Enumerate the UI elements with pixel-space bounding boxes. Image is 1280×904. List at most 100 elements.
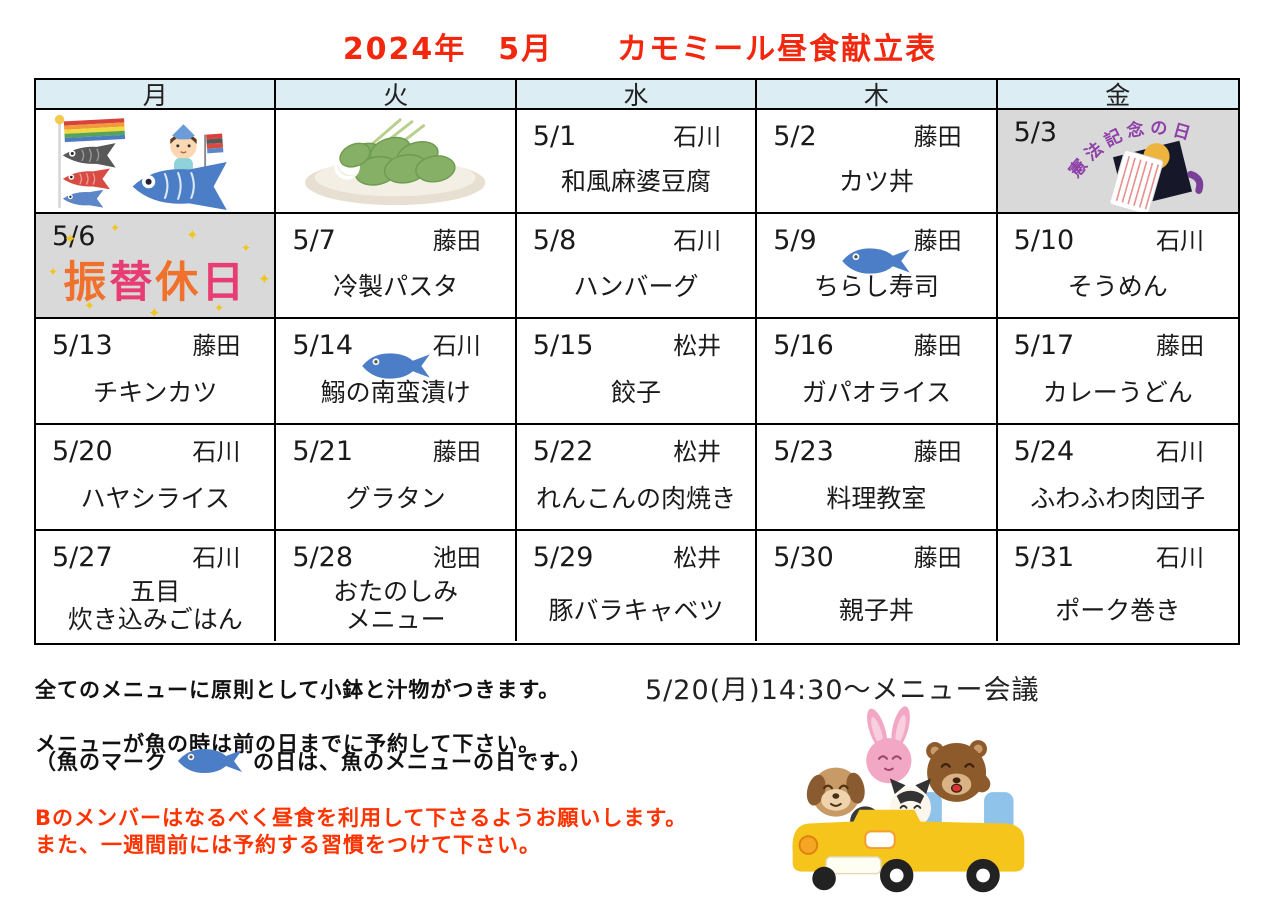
note-fish-mark: （魚のマーク の日は、魚のメニューの日です。） <box>35 746 592 776</box>
calendar-cell: 5/31 石川 ポーク巻き <box>998 531 1238 641</box>
koinobori-icon <box>54 114 227 210</box>
star-icon: ✦ <box>148 304 161 319</box>
cell-staff-name: 藤田 <box>913 438 962 466</box>
cell-menu: そうめん <box>1067 272 1168 301</box>
cell-date: 5/29 <box>532 542 594 573</box>
star-icon: ✦ <box>64 230 77 248</box>
star-icon: ✦ <box>258 270 271 288</box>
cell-menu: 冷製パスタ <box>333 272 459 301</box>
note-fish-mark-prefix: （魚のマーク <box>35 750 167 774</box>
cell-staff-name: 石川 <box>1155 544 1204 572</box>
note-side-dishes: 全てのメニューに原則として小鉢と汁物がつきます。 <box>35 678 561 702</box>
constitution-day-icon: 憲法記念の日 <box>1064 117 1204 212</box>
cell-staff-name: 石川 <box>673 227 722 255</box>
cell-date: 5/2 <box>773 121 817 152</box>
weekday-header-mon: 月 <box>36 80 277 110</box>
cell-menu: ちらし寿司 <box>813 272 939 301</box>
animals-car-icon <box>792 706 1025 893</box>
weekday-header-wed: 水 <box>516 80 758 110</box>
star-icon: ✦ <box>110 221 121 235</box>
calendar-cell: 5/27 石川 五目 炊き込みごはん <box>36 531 277 641</box>
calendar-cell: 5/22 松井 れんこんの肉焼き <box>516 425 758 531</box>
cell-staff-name: 松井 <box>673 544 722 572</box>
cell-date: 5/6 <box>52 221 96 252</box>
kashiwa-mochi-icon <box>305 118 486 206</box>
cell-date: 5/13 <box>52 330 113 361</box>
cell-menu: カツ丼 <box>838 167 914 196</box>
cell-menu: 餃子 <box>610 378 661 407</box>
calendar-cell: 5/8 石川 ハンバーグ <box>516 214 758 319</box>
cell-menu: チキンカツ <box>93 378 218 407</box>
cell-menu: 和風麻婆豆腐 <box>560 167 711 196</box>
cell-date: 5/20 <box>52 436 113 467</box>
cell-date: 5/3 <box>1013 117 1058 148</box>
cell-menu: ふわふわ肉団子 <box>1030 484 1206 513</box>
calendar-cell: 5/29 松井 豚バラキャベツ <box>517 531 758 641</box>
cell-date: 5/23 <box>773 436 834 467</box>
substitute-holiday-label: 振替休日 <box>63 258 248 308</box>
cell-date: 5/14 <box>292 330 354 361</box>
cell-staff-name: 石川 <box>1155 438 1204 466</box>
kashiwa-mochi-illustration <box>278 112 512 210</box>
cell-date: 5/28 <box>292 542 354 573</box>
note-b-members: Bのメンバーはなるべく昼食を利用して下さるようお願いします。 <box>35 806 688 830</box>
cell-date: 5/31 <box>1013 542 1075 573</box>
cell-staff-name: 藤田 <box>432 438 481 466</box>
cell-staff-name: 松井 <box>673 332 722 360</box>
cell-date: 5/15 <box>532 330 594 361</box>
star-icon: ✦ <box>48 265 59 279</box>
cell-date: 5/10 <box>1013 225 1075 256</box>
cell-menu: れんこんの肉焼き <box>535 484 736 513</box>
cell-staff-name: 松井 <box>673 438 722 466</box>
cell-menu: 五目 炊き込みごはん <box>67 577 243 634</box>
cell-menu: ハンバーグ <box>573 272 699 301</box>
cell-menu: 豚バラキャベツ <box>548 596 724 625</box>
cell-menu: 親子丼 <box>838 596 914 625</box>
cell-date: 5/30 <box>773 542 834 573</box>
animals-drive-illustration <box>775 700 1040 895</box>
calendar-cell <box>36 110 277 214</box>
cell-staff-name: 藤田 <box>432 227 481 255</box>
cell-date: 5/27 <box>52 542 113 573</box>
weekday-header-tue: 火 <box>276 80 517 110</box>
cell-date: 5/16 <box>773 330 834 361</box>
calendar-cell: 5/23 藤田 料理教室 <box>757 425 998 531</box>
note-reservation-habit: また、一週間前には予約する習慣をつけて下さい。 <box>35 833 541 857</box>
cell-staff-name: 石川 <box>432 332 481 360</box>
cell-date: 5/24 <box>1013 436 1075 467</box>
calendar-cell: 5/17 藤田 カレーうどん <box>997 319 1238 425</box>
calendar-cell-holiday: 5/6 ✦ ✦ ✦ ✦ ✦ ✦ ✦ ✦ ✦ 振替休日 <box>36 214 277 319</box>
cell-menu: おたのしみ メニュー <box>333 577 459 634</box>
fish-icon <box>173 746 247 776</box>
calendar-cell-holiday: 5/3 憲法記念の日 <box>997 110 1238 214</box>
cell-staff-name: 藤田 <box>913 123 962 151</box>
calendar-cell: 5/30 藤田 親子丼 <box>757 531 998 641</box>
star-icon: ✦ <box>186 226 199 244</box>
calendar-cell: 5/9 藤田 ちらし寿司 <box>757 214 998 319</box>
weekday-header-thu: 木 <box>757 80 998 110</box>
star-icon: ✦ <box>214 301 225 315</box>
cell-staff-name: 石川 <box>192 438 241 466</box>
calendar-cell: 5/14 石川 鰯の南蛮漬け <box>276 319 517 425</box>
cell-menu: ハヤシライス <box>80 484 230 513</box>
weekday-header-fri: 金 <box>997 80 1238 110</box>
cell-date: 5/1 <box>532 121 577 152</box>
calendar-cell: 5/15 松井 餃子 <box>516 319 758 425</box>
calendar-cell: 5/1 石川 和風麻婆豆腐 <box>516 110 758 214</box>
note-fish-reservation: メニューが魚の時は前の日までに予約して下さい。 <box>35 732 541 756</box>
star-icon: ✦ <box>84 299 95 314</box>
calendar-table: 月 火 水 木 金 <box>34 78 1240 645</box>
cell-staff-name: 石川 <box>673 123 722 151</box>
calendar-cell: 5/20 石川 ハヤシライス <box>36 425 277 531</box>
koinobori-illustration <box>38 112 272 210</box>
constitution-day-illustration: 憲法記念の日 <box>1060 112 1236 212</box>
calendar-cell: 5/16 藤田 ガパオライス <box>757 319 998 425</box>
calendar-cell: 5/28 池田 おたのしみ メニュー <box>276 531 517 641</box>
cell-menu: ポーク巻き <box>1055 596 1181 625</box>
cell-staff-name: 藤田 <box>913 544 962 572</box>
cell-menu: 鰯の南蛮漬け <box>320 378 471 407</box>
cell-menu: ガパオライス <box>801 378 952 407</box>
calendar-cell: 5/2 藤田 カツ丼 <box>757 110 998 214</box>
cell-menu: カレーうどん <box>1042 378 1193 407</box>
